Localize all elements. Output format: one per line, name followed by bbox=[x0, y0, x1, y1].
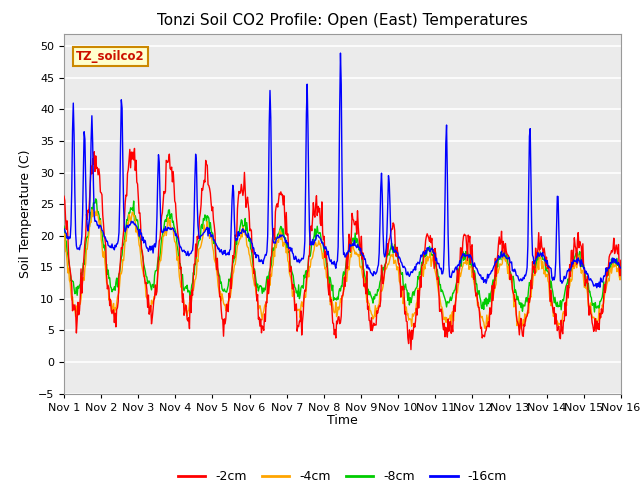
Legend: -2cm, -4cm, -8cm, -16cm: -2cm, -4cm, -8cm, -16cm bbox=[173, 465, 512, 480]
Title: Tonzi Soil CO2 Profile: Open (East) Temperatures: Tonzi Soil CO2 Profile: Open (East) Temp… bbox=[157, 13, 528, 28]
X-axis label: Time: Time bbox=[327, 414, 358, 427]
Y-axis label: Soil Temperature (C): Soil Temperature (C) bbox=[19, 149, 33, 278]
Text: TZ_soilco2: TZ_soilco2 bbox=[76, 50, 145, 63]
